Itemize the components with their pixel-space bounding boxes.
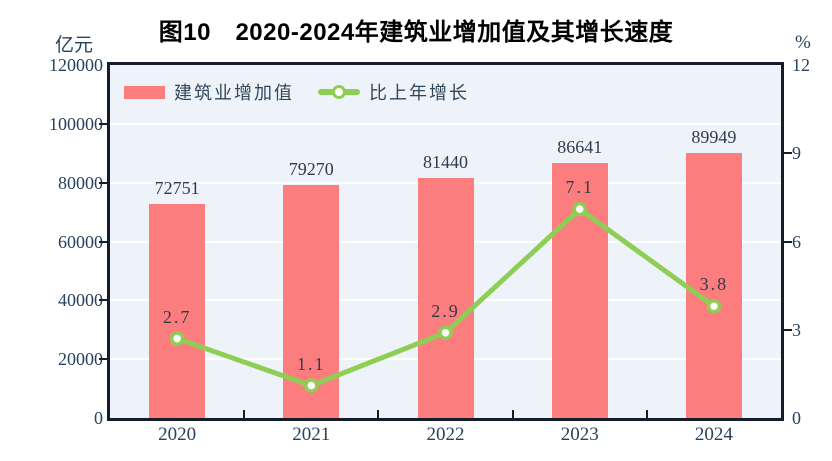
line-marker-dot-icon — [572, 201, 587, 217]
right-axis-tick-label: 3 — [792, 319, 801, 340]
line-marker-dot-icon — [304, 378, 319, 393]
bar — [149, 204, 206, 418]
right-axis-tick — [784, 240, 792, 243]
line-series-marker-icon — [318, 85, 360, 99]
bar-value-label: 89949 — [691, 127, 737, 148]
x-axis-tick-label: 2022 — [426, 424, 465, 445]
growth-line — [174, 206, 717, 389]
x-axis-tick-label: 2021 — [292, 424, 331, 445]
x-axis-boundary-tick — [645, 410, 648, 418]
line-value-label: 3.8 — [699, 274, 729, 295]
left-axis-tick-label: 40000 — [58, 290, 103, 311]
right-axis-tick — [784, 328, 792, 331]
x-axis-tick-label: 2020 — [158, 424, 197, 445]
right-axis-tick-label: 0 — [792, 408, 801, 428]
left-axis-tick — [99, 181, 107, 184]
right-axis-unit-label: % — [795, 32, 811, 53]
bar-value-label: 86641 — [557, 137, 603, 158]
right-axis-tick-label: 9 — [792, 143, 801, 164]
x-axis-boundary-tick — [511, 410, 514, 418]
x-axis-boundary-tick — [377, 410, 380, 418]
x-axis-tick-label: 2024 — [694, 424, 733, 445]
line-marker-dot-icon — [438, 325, 453, 340]
legend-line-label: 比上年增长 — [369, 83, 469, 103]
bar-value-label: 79270 — [288, 158, 334, 179]
x-axis-boundary-tick — [243, 410, 246, 418]
gridline — [110, 122, 781, 125]
line-value-label: 2.7 — [162, 306, 192, 327]
left-axis-tick-label: 60000 — [58, 231, 103, 252]
bar-value-label: 72751 — [154, 177, 200, 198]
left-axis-tick — [99, 240, 107, 243]
bar — [417, 178, 474, 418]
left-axis-tick-label: 120000 — [49, 55, 103, 75]
left-axis-tick-label: 0 — [94, 408, 103, 428]
line-value-label: 1.1 — [297, 353, 326, 374]
bar — [685, 153, 742, 418]
legend-bar-label: 建筑业增加值 — [174, 83, 294, 103]
right-axis-tick-label: 6 — [792, 231, 801, 252]
left-axis-tick-label: 80000 — [58, 172, 103, 193]
plot-area: 建筑业增加值 比上年增长 72751 79270 81440 86641 89949 2.… — [107, 62, 784, 421]
left-axis-tick — [99, 122, 107, 125]
bar-series-swatch — [124, 85, 165, 99]
left-axis-unit-label: 亿元 — [55, 35, 94, 56]
chart-title: 图10 2020-2024年建筑业增加值及其增长速度 — [158, 19, 674, 46]
line-marker-dot-icon — [332, 85, 346, 99]
line-marker-dot-icon — [169, 331, 185, 346]
growth-line-layer — [169, 201, 722, 393]
line-value-label: 7.1 — [565, 177, 594, 198]
x-axis-tick-label: 2023 — [560, 424, 599, 445]
right-axis-tick — [784, 152, 792, 155]
left-axis-tick-label: 100000 — [49, 113, 103, 134]
left-axis-tick — [99, 299, 107, 302]
line-marker-dot-icon — [706, 298, 722, 314]
left-axis-tick-label: 20000 — [58, 349, 103, 370]
bar-value-label: 81440 — [423, 152, 468, 173]
right-axis-tick-label: 12 — [792, 55, 810, 75]
line-value-label: 2.9 — [431, 300, 460, 321]
left-axis-tick — [99, 358, 107, 361]
legend: 建筑业增加值 比上年增长 — [124, 79, 469, 105]
